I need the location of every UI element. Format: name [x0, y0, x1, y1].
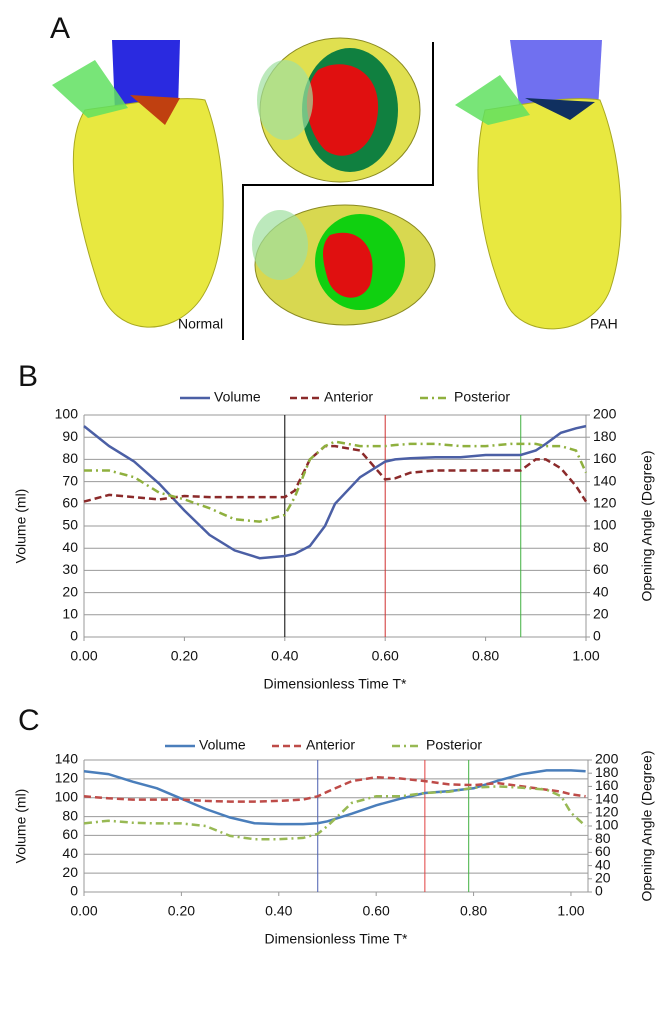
y-axis-label: Volume (ml) [13, 489, 29, 564]
y-tick-label: 70 [62, 472, 78, 488]
y-tick-label: 40 [62, 845, 78, 861]
legend-label: Volume [199, 737, 246, 753]
y2-tick-label: 80 [593, 539, 609, 555]
x-tick-label: 0.40 [271, 648, 298, 664]
panel-label: A [50, 12, 70, 45]
y-axis-label: Volume (ml) [13, 789, 29, 864]
y2-tick-label: 200 [593, 406, 617, 422]
y2-tick-label: 40 [595, 856, 611, 872]
series-line [83, 775, 586, 803]
x-tick-label: 0.20 [171, 648, 198, 664]
legend-label: Posterior [426, 737, 482, 753]
y-tick-label: 140 [55, 751, 79, 767]
y-tick-label: 120 [55, 770, 79, 786]
y-tick-label: 40 [62, 539, 78, 555]
y2-axis-label: Opening Angle (Degree) [639, 451, 655, 602]
render-label: Normal [178, 316, 223, 332]
x-tick-label: 0.60 [372, 648, 399, 664]
y-tick-label: 80 [62, 807, 78, 823]
valve [130, 95, 180, 125]
y2-tick-label: 20 [595, 870, 611, 886]
x-tick-label: 1.00 [557, 903, 584, 919]
y-tick-label: 60 [62, 826, 78, 842]
y-tick-label: 100 [55, 788, 79, 804]
series-line [83, 424, 587, 560]
y-tick-label: 0 [70, 883, 78, 899]
y-tick-label: 10 [62, 606, 78, 622]
y2-tick-label: 100 [593, 517, 617, 533]
series-line [83, 769, 586, 826]
x-axis-label: Dimensionless Time T* [265, 931, 408, 947]
divider [242, 42, 434, 340]
y2-tick-label: 140 [593, 472, 617, 488]
x-axis-label: Dimensionless Time T* [264, 676, 407, 692]
y-tick-label: 60 [62, 495, 78, 511]
series-line [83, 785, 587, 841]
valve-cone [455, 75, 530, 125]
panel-label: B [18, 360, 38, 393]
y2-tick-label: 100 [595, 817, 619, 833]
x-tick-label: 0.40 [265, 903, 292, 919]
panel-a-renders: A Normal PAH [50, 12, 622, 340]
y2-tick-label: 0 [595, 883, 603, 899]
x-tick-label: 0.20 [168, 903, 195, 919]
x-tick-label: 0.60 [363, 903, 390, 919]
y2-tick-label: 180 [593, 428, 617, 444]
legend-label: Posterior [454, 389, 510, 405]
y2-tick-label: 180 [595, 764, 619, 780]
y-tick-label: 90 [62, 428, 78, 444]
y-tick-label: 20 [62, 583, 78, 599]
y2-tick-label: 200 [595, 751, 619, 767]
y2-tick-label: 80 [595, 830, 611, 846]
valve-cone [257, 60, 313, 140]
valve-leaflet [306, 64, 379, 156]
y-tick-label: 50 [62, 517, 78, 533]
y2-tick-label: 60 [593, 561, 609, 577]
legend-label: Anterior [306, 737, 355, 753]
y-tick-label: 80 [62, 450, 78, 466]
ventricle [72, 98, 224, 328]
ventricle [477, 98, 622, 330]
x-tick-label: 0.80 [460, 903, 487, 919]
y2-tick-label: 120 [595, 804, 619, 820]
legend-label: Anterior [324, 389, 373, 405]
y-tick-label: 20 [62, 864, 78, 880]
x-tick-label: 0.00 [70, 648, 97, 664]
vessel [112, 40, 180, 112]
valve [525, 98, 595, 120]
valve-cone [252, 210, 308, 280]
y2-tick-label: 160 [595, 777, 619, 793]
y-tick-label: 30 [62, 561, 78, 577]
valve-cone [52, 60, 128, 118]
x-tick-label: 0.00 [70, 903, 97, 919]
vessel [510, 40, 602, 112]
series-line [84, 440, 588, 523]
valve-leaflet [323, 232, 373, 298]
x-tick-label: 1.00 [572, 648, 599, 664]
series-line [83, 444, 588, 503]
y2-tick-label: 20 [593, 606, 609, 622]
y2-tick-label: 0 [593, 628, 601, 644]
render-label: PAH [590, 316, 618, 332]
y-tick-label: 100 [55, 406, 79, 422]
y2-tick-label: 140 [595, 790, 619, 806]
x-tick-label: 0.80 [472, 648, 499, 664]
y2-tick-label: 160 [593, 450, 617, 466]
panel-label: C [18, 704, 40, 737]
legend-label: Volume [214, 389, 261, 405]
y2-tick-label: 120 [593, 495, 617, 511]
y2-axis-label: Opening Angle (Degree) [639, 751, 655, 902]
y-tick-label: 0 [70, 628, 78, 644]
y2-tick-label: 60 [595, 843, 611, 859]
y2-tick-label: 40 [593, 583, 609, 599]
